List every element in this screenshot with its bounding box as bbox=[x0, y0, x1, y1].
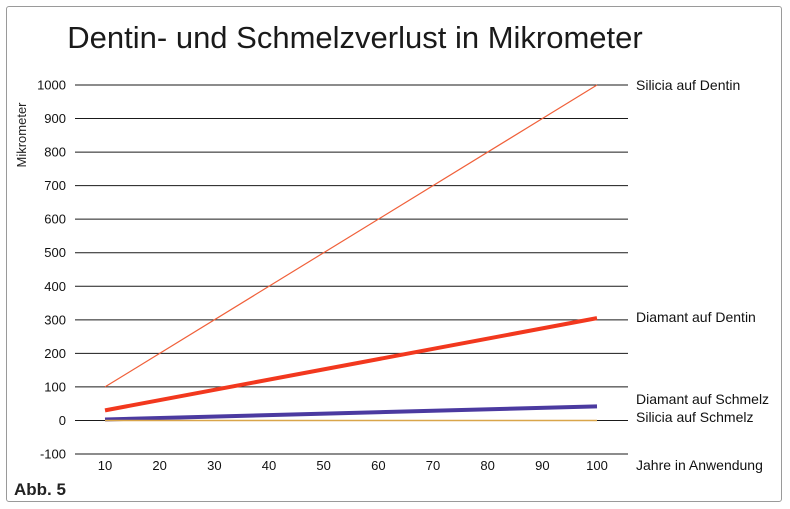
series-line bbox=[104, 404, 598, 422]
chart-title: Dentin- und Schmelzverlust in Mikrometer bbox=[67, 20, 642, 55]
y-tick-label: 0 bbox=[59, 413, 66, 428]
series-line bbox=[104, 316, 598, 413]
x-tick-label: 50 bbox=[316, 458, 330, 473]
x-tick-label: 60 bbox=[371, 458, 385, 473]
y-tick-label: 500 bbox=[44, 245, 66, 260]
series-label: Diamant auf Schmelz bbox=[636, 391, 769, 407]
x-tick-labels: 10 20 30 40 50 60 70 80 90 100 bbox=[98, 458, 608, 473]
y-tick-label: 100 bbox=[44, 379, 66, 394]
y-tick-label: -100 bbox=[40, 447, 66, 462]
x-tick-label: 70 bbox=[426, 458, 440, 473]
series-line bbox=[104, 84, 598, 388]
y-tick-label: 200 bbox=[44, 346, 66, 361]
figure-label: Abb. 5 bbox=[14, 480, 66, 499]
y-tick-label: 700 bbox=[44, 178, 66, 193]
y-tick-labels: -100 0 100 200 300 400 500 600 700 800 900 1000 bbox=[37, 78, 66, 462]
series-labels: Silicia auf Dentin Diamant auf Dentin Diam… bbox=[636, 77, 769, 425]
y-tick-label: 600 bbox=[44, 212, 66, 227]
series-label: Silicia auf Dentin bbox=[636, 77, 740, 93]
y-tick-label: 400 bbox=[44, 279, 66, 294]
x-tick-label: 20 bbox=[152, 458, 166, 473]
series-label: Diamant auf Dentin bbox=[636, 309, 756, 325]
y-tick-label: 800 bbox=[44, 145, 66, 160]
x-tick-label: 80 bbox=[480, 458, 494, 473]
x-tick-label: 30 bbox=[207, 458, 221, 473]
x-tick-label: 10 bbox=[98, 458, 112, 473]
x-tick-label: 100 bbox=[586, 458, 608, 473]
y-tick-label: 1000 bbox=[37, 78, 66, 93]
x-tick-label: 40 bbox=[262, 458, 276, 473]
x-axis-label: Jahre in Anwendung bbox=[636, 457, 763, 473]
y-tick-label: 900 bbox=[44, 111, 66, 126]
series-label: Silicia auf Schmelz bbox=[636, 409, 754, 425]
x-tick-label: 90 bbox=[535, 458, 549, 473]
y-tick-label: 300 bbox=[44, 312, 66, 327]
series-lines bbox=[104, 84, 598, 422]
y-axis-label: Mikrometer bbox=[14, 102, 29, 168]
